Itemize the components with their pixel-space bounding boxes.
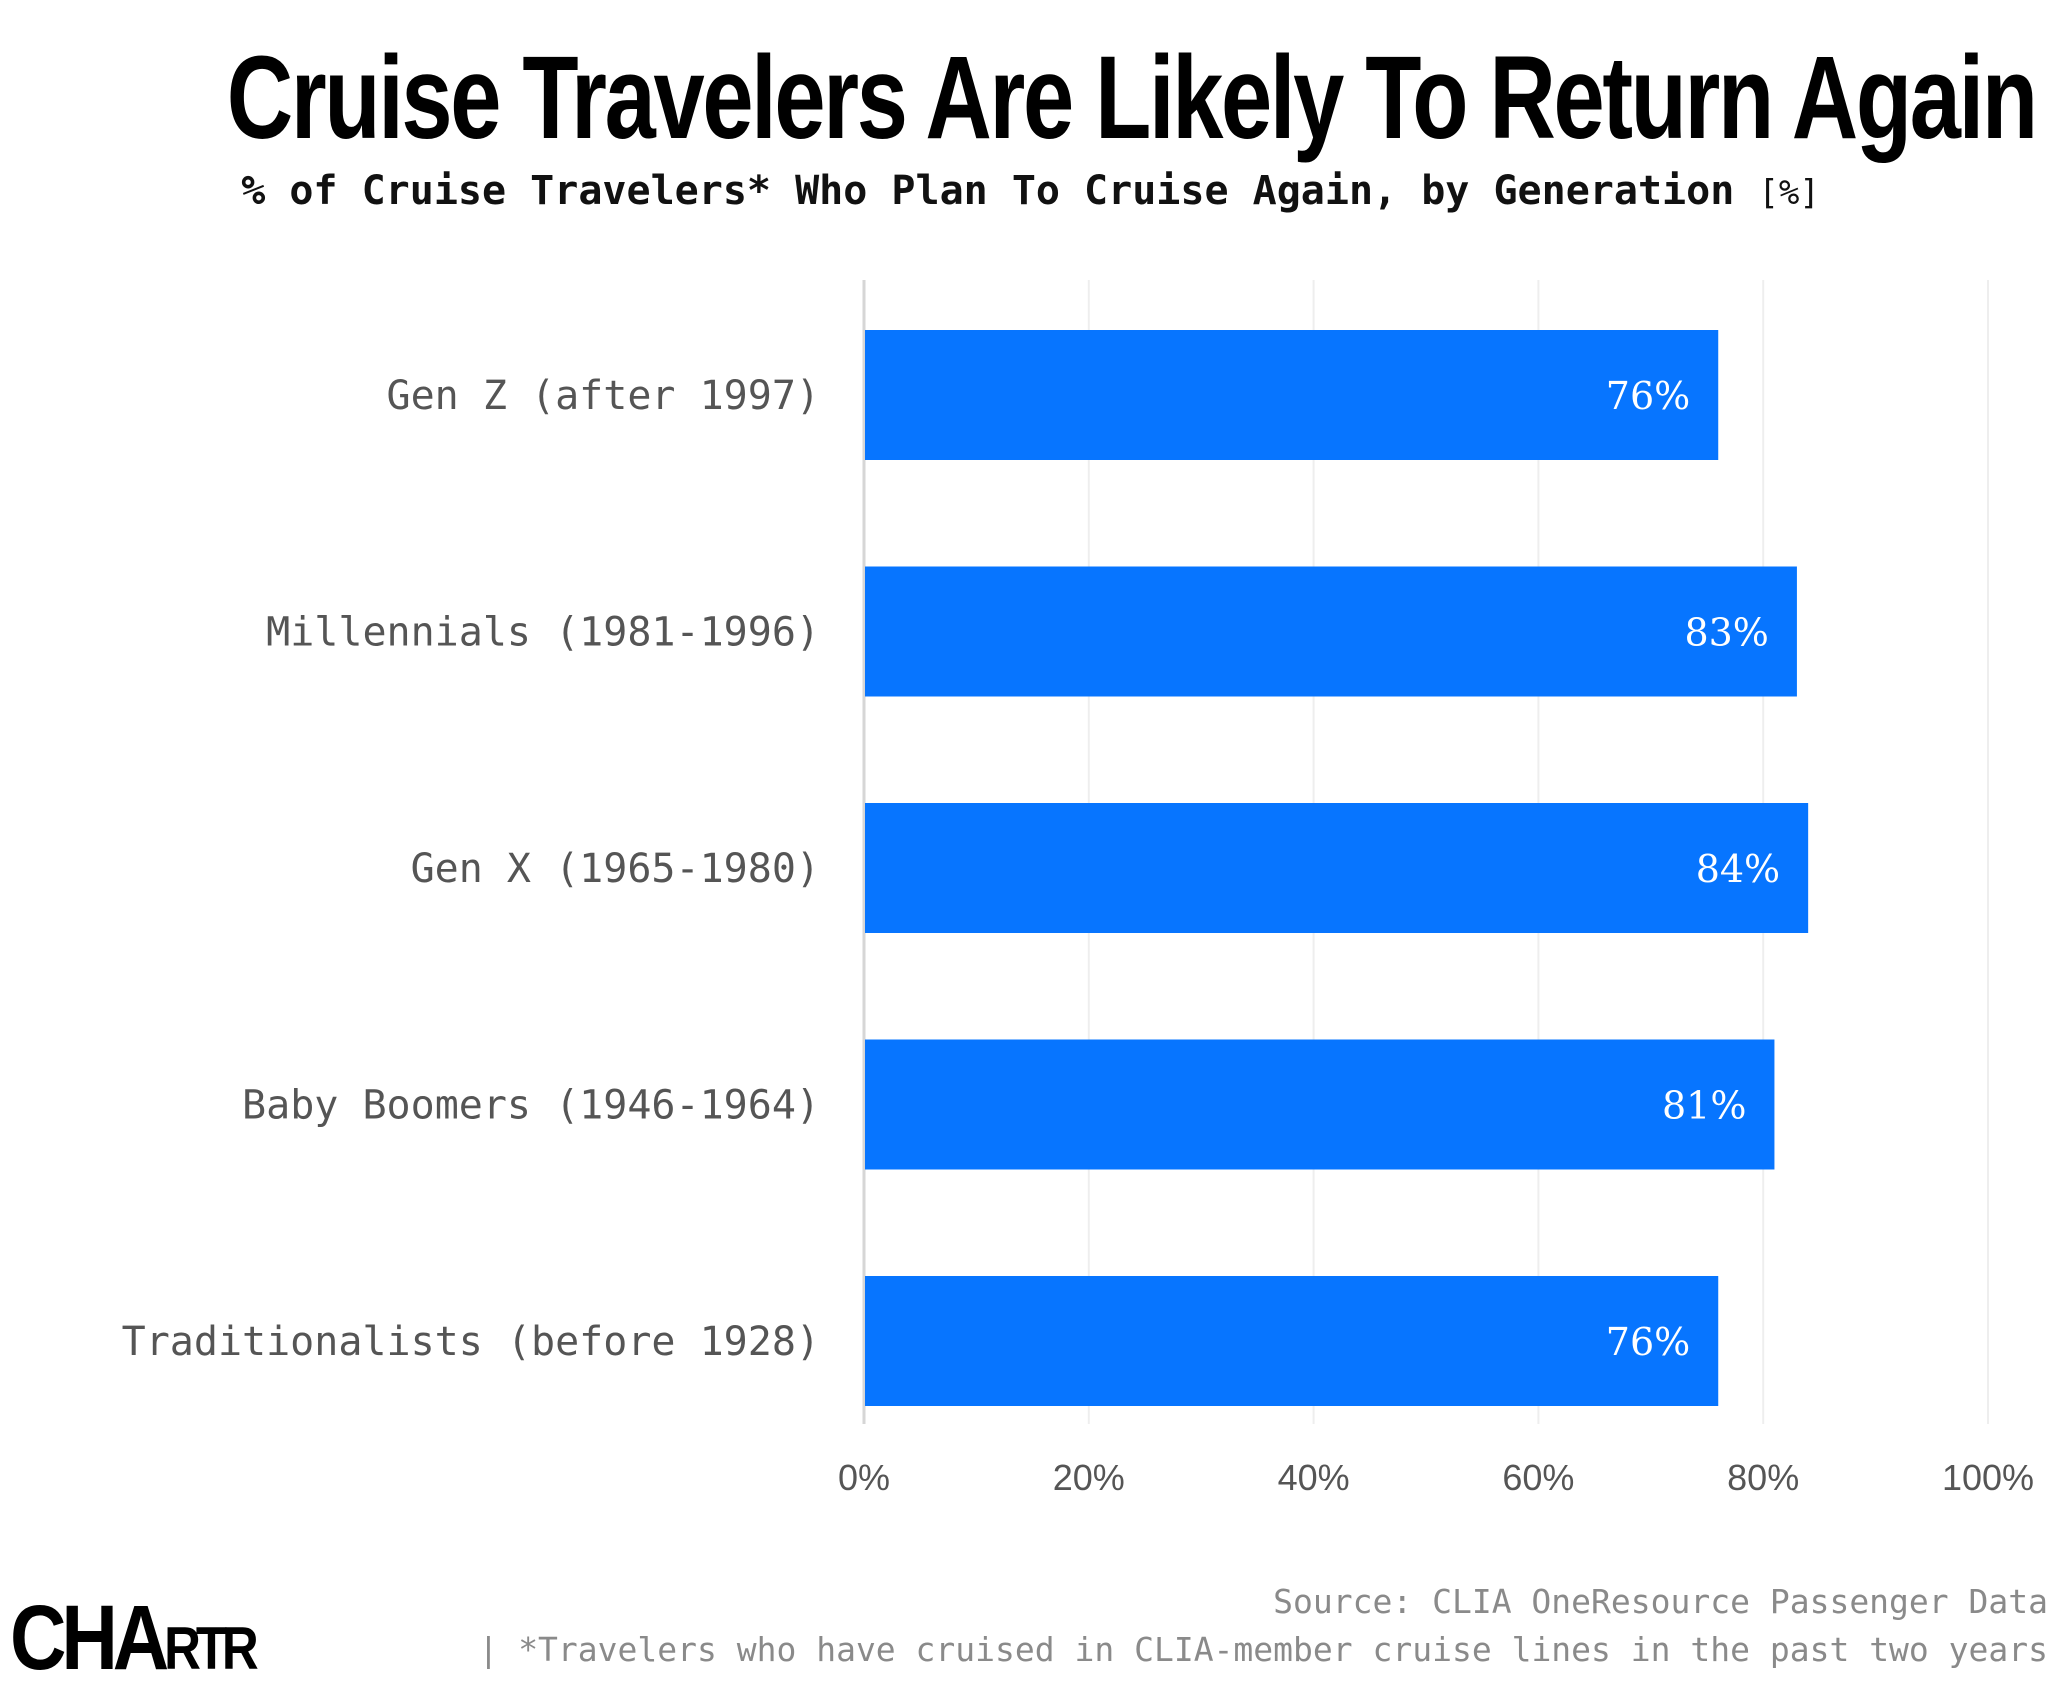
data-label: 76%	[1606, 374, 1690, 418]
data-label: 83%	[1684, 611, 1768, 655]
footnote: | *Travelers who have cruised in CLIA-me…	[478, 1630, 2048, 1669]
chart-title: Cruise Travelers Are Likely To Return Ag…	[226, 32, 2038, 164]
category-label: Gen Z (after 1997)	[387, 373, 820, 419]
subtitle-unit: [%]	[1758, 173, 1820, 213]
bar	[865, 566, 1797, 697]
chartr-logo: CHARTR	[10, 1587, 259, 1689]
chart-subtitle: % of Cruise Travelers* Who Plan To Cruis…	[0, 168, 2061, 214]
x-tick-label: 80%	[1727, 1457, 1799, 1498]
x-tick-label: 40%	[1278, 1457, 1350, 1498]
x-tick-label: 60%	[1502, 1457, 1574, 1498]
x-tick-label: 0%	[838, 1457, 890, 1498]
bar	[865, 330, 1719, 460]
data-label: 81%	[1662, 1084, 1746, 1128]
x-tick-label: 20%	[1053, 1457, 1125, 1498]
x-tick-label: 100%	[1942, 1457, 2034, 1498]
bar	[865, 1039, 1775, 1170]
category-label: Millennials (1981-1996)	[266, 610, 820, 656]
source-note: Source: CLIA OneResource Passenger Data	[1273, 1582, 2048, 1621]
data-label: 84%	[1696, 847, 1780, 891]
category-label: Gen X (1965-1980)	[411, 846, 820, 892]
data-label: 76%	[1606, 1320, 1690, 1364]
category-label: Baby Boomers (1946-1964)	[242, 1083, 820, 1129]
bar	[865, 1276, 1719, 1406]
bar-chart: 0% 20% 40% 60% 80% 100% 76% Gen Z (after 1997) 8…	[122, 280, 2034, 1498]
bar	[865, 803, 1809, 933]
category-label: Traditionalists (before 1928)	[122, 1319, 820, 1365]
subtitle-text: % of Cruise Travelers* Who Plan To Cruis…	[241, 168, 1735, 214]
